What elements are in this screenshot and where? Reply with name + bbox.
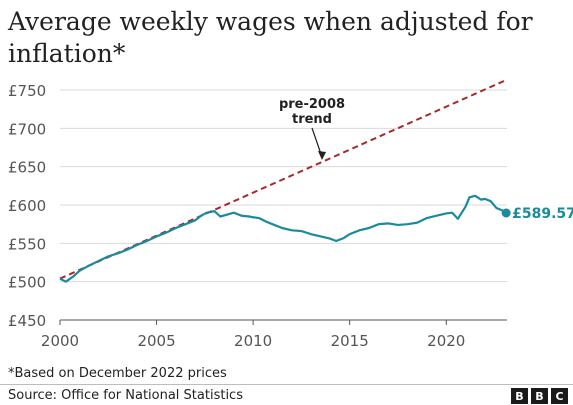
- y-tick-label: £650: [8, 159, 46, 177]
- trend-annotation-line1: pre-2008: [279, 97, 345, 112]
- y-tick-label: £700: [8, 120, 46, 138]
- x-tick-label: 2015: [331, 332, 369, 350]
- x-tick-labels: 2000 2005 2010 2015 2020: [41, 320, 465, 350]
- y-tick-label: £500: [8, 274, 46, 292]
- x-tick-label: 2005: [137, 332, 175, 350]
- source-note: Source: Office for National Statistics: [8, 388, 243, 403]
- bbc-logo: B B C: [511, 388, 568, 404]
- chart-title: Average weekly wages when adjusted for i…: [8, 7, 533, 68]
- latest-value-label: £589.57: [512, 206, 573, 222]
- trend-annotation-line2: trend: [292, 112, 332, 127]
- x-tick-label: 2010: [234, 332, 272, 350]
- x-tick-label: 2020: [427, 332, 465, 350]
- wages-line: [59, 194, 507, 283]
- logo-letter: B: [531, 388, 548, 404]
- divider: [0, 384, 573, 385]
- y-tick-label: £750: [8, 82, 46, 100]
- latest-value-marker: [501, 208, 511, 218]
- series-lines: [59, 79, 507, 283]
- y-tick-label: £600: [8, 197, 46, 215]
- logo-letter: B: [511, 388, 528, 404]
- x-tick-label: 2000: [41, 332, 79, 350]
- y-tick-label: £450: [8, 312, 46, 330]
- footnote: *Based on December 2022 prices: [8, 366, 227, 381]
- grid-lines: [60, 89, 507, 321]
- y-tick-label: £550: [8, 235, 46, 253]
- trend-annotation-arrowhead: [318, 151, 326, 160]
- logo-letter: C: [551, 388, 568, 404]
- y-tick-labels: £450 £500 £550 £600 £650 £700 £750: [8, 82, 46, 330]
